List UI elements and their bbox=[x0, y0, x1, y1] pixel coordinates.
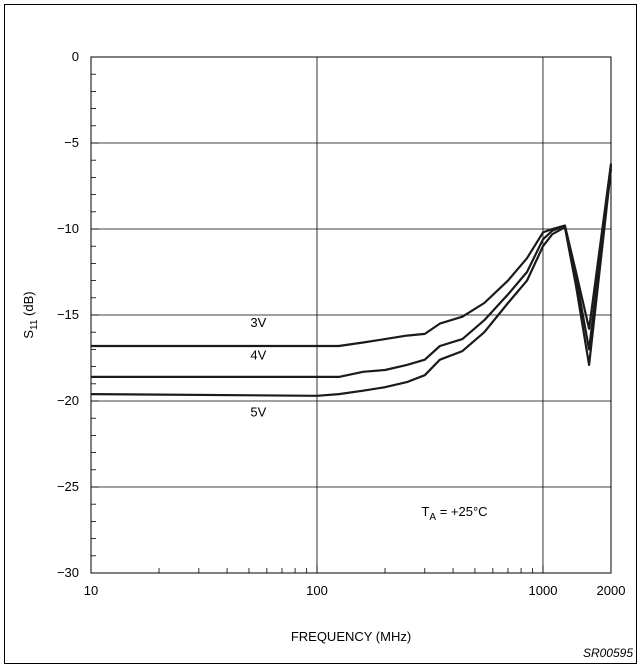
grid-layer bbox=[91, 57, 611, 573]
y-axis-title-subscript: 11 bbox=[29, 319, 40, 330]
y-tick-label: −20 bbox=[57, 393, 79, 408]
annotation-value: = +25°C bbox=[436, 504, 487, 519]
annotation-subscript: A bbox=[429, 512, 436, 523]
plot-area bbox=[90, 56, 612, 574]
y-axis-title: S11 (dB) bbox=[21, 291, 40, 338]
figure-code: SR00595 bbox=[583, 646, 633, 660]
y-tick-label: −5 bbox=[64, 135, 79, 150]
series-line-5v bbox=[90, 168, 613, 397]
figure-frame: 0 −5 −10 −15 −20 −25 −30 10 100 1000 2000 3V 4V 5V F… bbox=[4, 4, 637, 664]
y-tick-label: −10 bbox=[57, 221, 79, 236]
series-label-4v: 4V bbox=[250, 348, 266, 363]
temperature-annotation: TA = +25°C bbox=[421, 504, 487, 523]
x-tick-label: 10 bbox=[84, 583, 98, 598]
y-tick-label: −15 bbox=[57, 307, 79, 322]
y-axis-title-main: S bbox=[21, 330, 36, 339]
tick-labels: 0 −5 −10 −15 −20 −25 −30 10 100 1000 2000 bbox=[57, 49, 626, 598]
y-tick-label: 0 bbox=[72, 49, 79, 64]
x-tick-label: 2000 bbox=[597, 583, 626, 598]
chart: 0 −5 −10 −15 −20 −25 −30 10 100 1000 2000 3V 4V 5V F… bbox=[21, 49, 633, 660]
x-tick-label: 1000 bbox=[529, 583, 558, 598]
series-layer bbox=[90, 163, 613, 397]
series-line-3v bbox=[91, 163, 613, 348]
y-axis-title-unit: (dB) bbox=[21, 291, 36, 319]
y-tick-label: −30 bbox=[57, 565, 79, 580]
series-label-3v: 3V bbox=[250, 315, 266, 330]
y-tick-label: −25 bbox=[57, 479, 79, 494]
x-axis-title: FREQUENCY (MHz) bbox=[291, 629, 411, 644]
annotation-main: T bbox=[421, 504, 429, 519]
series-labels: 3V 4V 5V bbox=[250, 315, 266, 419]
x-tick-label: 100 bbox=[306, 583, 328, 598]
series-label-5v: 5V bbox=[250, 404, 266, 419]
